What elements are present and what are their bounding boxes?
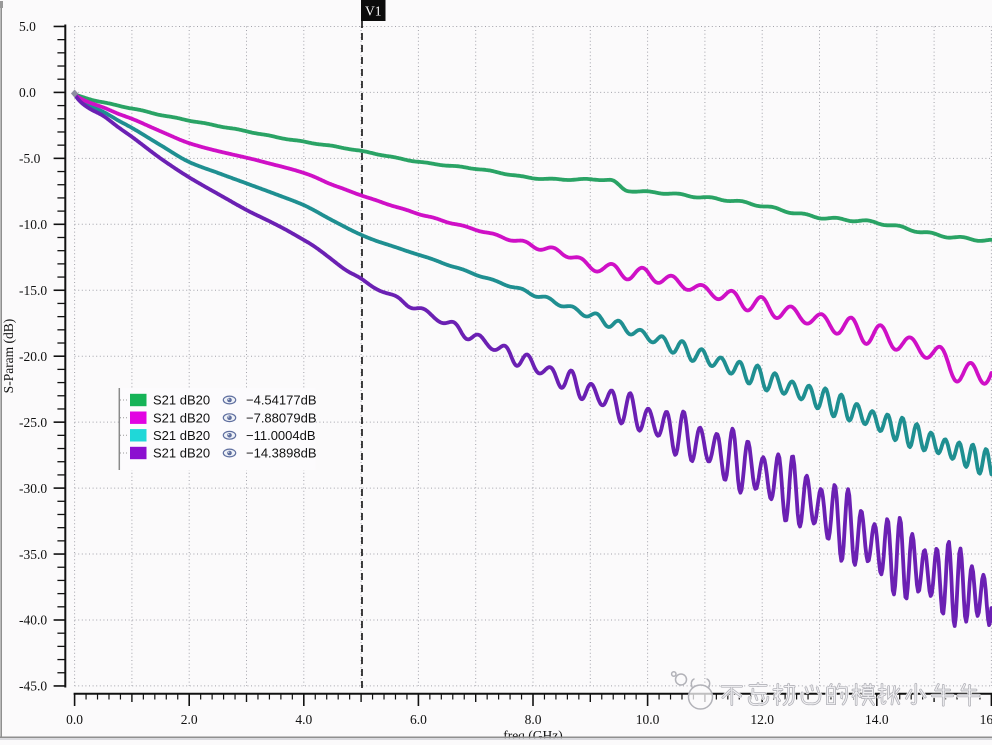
svg-text:-35.0: -35.0 bbox=[19, 547, 47, 562]
svg-text:S-Param (dB): S-Param (dB) bbox=[1, 319, 16, 394]
svg-text:-10.0: -10.0 bbox=[19, 217, 47, 232]
svg-text:-45.0: -45.0 bbox=[19, 679, 47, 694]
svg-text:14.0: 14.0 bbox=[865, 712, 889, 727]
svg-text:-20.0: -20.0 bbox=[19, 349, 47, 364]
svg-text:S21 dB20: S21 dB20 bbox=[153, 393, 210, 408]
svg-text:freq (GHz): freq (GHz) bbox=[503, 728, 563, 740]
svg-text:8.0: 8.0 bbox=[525, 712, 542, 727]
svg-text:0.0: 0.0 bbox=[66, 712, 83, 727]
svg-text:−7.88079dB: −7.88079dB bbox=[246, 410, 316, 425]
svg-text:S21 dB20: S21 dB20 bbox=[153, 428, 210, 443]
svg-text:10.0: 10.0 bbox=[636, 712, 660, 727]
svg-text:−11.0004dB: −11.0004dB bbox=[246, 428, 316, 443]
svg-text:−4.54177dB: −4.54177dB bbox=[246, 393, 316, 408]
svg-text:-15.0: -15.0 bbox=[19, 283, 47, 298]
svg-text:S21 dB20: S21 dB20 bbox=[153, 446, 210, 461]
svg-text:16.0: 16.0 bbox=[980, 712, 992, 727]
svg-text:2.0: 2.0 bbox=[181, 712, 198, 727]
svg-text:5.0: 5.0 bbox=[19, 19, 36, 34]
svg-text:4.0: 4.0 bbox=[295, 712, 312, 727]
svg-text:-30.0: -30.0 bbox=[19, 481, 47, 496]
svg-text:S21 dB20: S21 dB20 bbox=[153, 410, 210, 425]
svg-text:V1: V1 bbox=[365, 4, 382, 19]
svg-text:0.0: 0.0 bbox=[19, 85, 36, 100]
svg-text:−14.3898dB: −14.3898dB bbox=[246, 446, 316, 461]
svg-text:-25.0: -25.0 bbox=[19, 415, 47, 430]
svg-text:-5.0: -5.0 bbox=[19, 151, 41, 166]
svg-text:-40.0: -40.0 bbox=[19, 613, 47, 628]
svg-text:12.0: 12.0 bbox=[750, 712, 774, 727]
svg-text:6.0: 6.0 bbox=[410, 712, 427, 727]
